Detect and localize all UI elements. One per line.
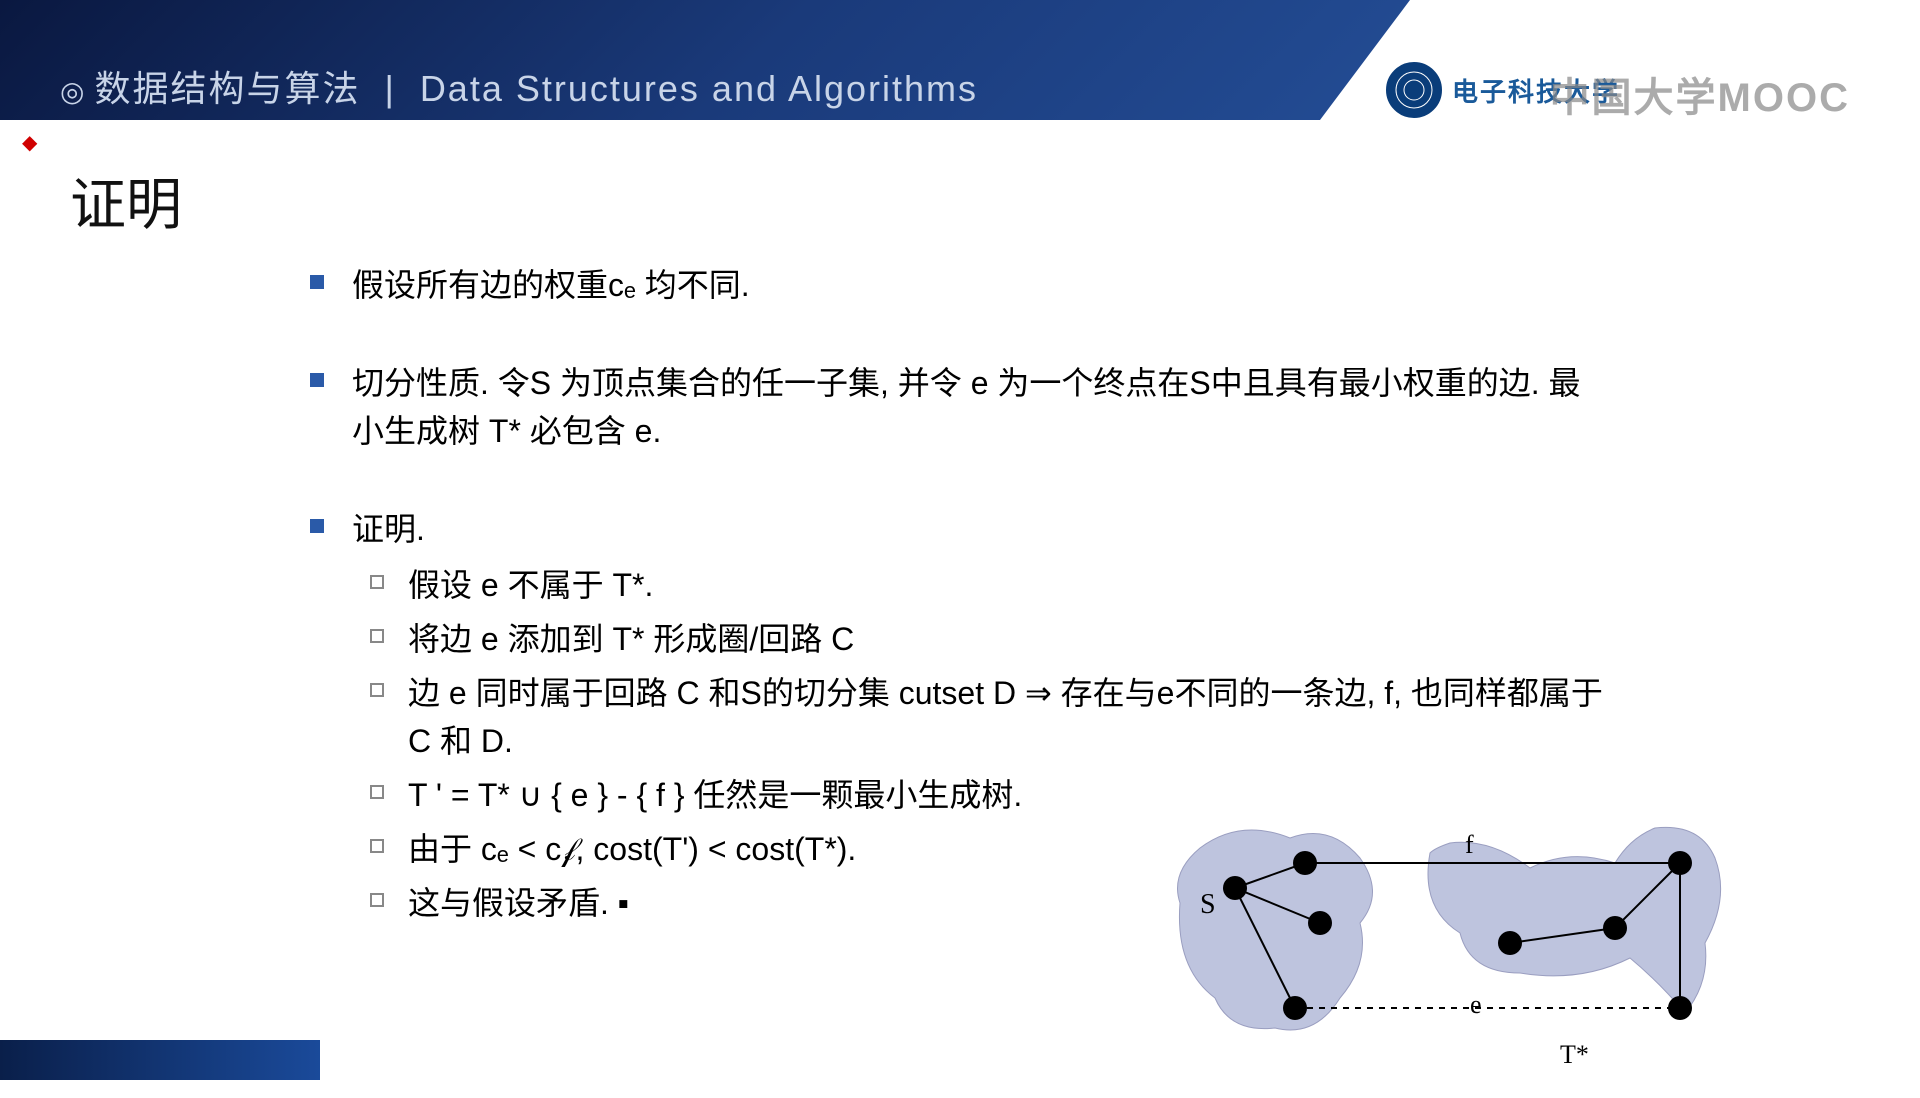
- mooc-watermark: 中国大学MOOC: [1550, 65, 1850, 123]
- main-bullets: 假设所有边的权重cₑ 均不同. ◆切分性质. 令S 为顶点集合的任一子集, 并令…: [310, 261, 1610, 553]
- svg-text:S: S: [1200, 889, 1216, 920]
- step-text: 这与假设矛盾. ▪: [408, 879, 629, 927]
- bullet-proof-label: 证明.: [310, 505, 1610, 553]
- step-text: 边 e 同时属于回路 C 和S的切分集 cutset D ⇒ 存在与e不同的一条…: [408, 669, 1620, 765]
- bullet-text: 证明.: [352, 505, 425, 553]
- subbullet-marker-icon: [370, 839, 384, 853]
- svg-text:T*: T*: [1560, 1040, 1589, 1069]
- bullet-assumption: 假设所有边的权重cₑ 均不同.: [310, 261, 1610, 309]
- svg-text:e: e: [1470, 990, 1482, 1019]
- subbullet-marker-icon: [370, 575, 384, 589]
- course-title-en: Data Structures and Algorithms: [420, 68, 978, 109]
- subbullet-marker-icon: [370, 785, 384, 799]
- step-text: 由于 cₑ < c𝒻, cost(T') < cost(T*).: [408, 825, 856, 873]
- bullet-text: ◆切分性质. 令S 为顶点集合的任一子集, 并令 e 为一个终点在S中且具有最小…: [352, 359, 1610, 455]
- subbullet-marker-icon: [370, 683, 384, 697]
- subbullet-marker-icon: [370, 893, 384, 907]
- slide-header: ◎数据结构与算法 | Data Structures and Algorithm…: [0, 0, 1920, 120]
- footer-stripe: [0, 1040, 320, 1080]
- bullet-cut-property: ◆切分性质. 令S 为顶点集合的任一子集, 并令 e 为一个终点在S中且具有最小…: [310, 359, 1610, 455]
- subbullet-marker-icon: [370, 629, 384, 643]
- proof-step: 将边 e 添加到 T* 形成圈/回路 C: [370, 615, 1620, 663]
- bullet-marker-icon: [310, 373, 324, 387]
- cut-diagram: f e S T*: [1160, 813, 1740, 1093]
- course-title: ◎数据结构与算法 | Data Structures and Algorithm…: [60, 60, 978, 112]
- course-title-cn: 数据结构与算法: [94, 68, 360, 109]
- slide-content: 证明 假设所有边的权重cₑ 均不同. ◆切分性质. 令S 为顶点集合的任一子集,…: [0, 120, 1920, 973]
- step-text: T ' = T* ∪ { e } - { f } 任然是一颗最小生成树.: [408, 771, 1022, 819]
- proof-step: T ' = T* ∪ { e } - { f } 任然是一颗最小生成树.: [370, 771, 1620, 819]
- svg-text:f: f: [1465, 830, 1474, 859]
- bullet-marker-icon: [310, 519, 324, 533]
- proof-step: 边 e 同时属于回路 C 和S的切分集 cutset D ⇒ 存在与e不同的一条…: [370, 669, 1620, 765]
- bullet-text: 假设所有边的权重cₑ 均不同.: [352, 261, 750, 309]
- step-text: 假设 e 不属于 T*.: [408, 561, 653, 609]
- slide-title: 证明: [70, 160, 1850, 241]
- step-text: 将边 e 添加到 T* 形成圈/回路 C: [408, 615, 854, 663]
- proof-step: 假设 e 不属于 T*.: [370, 561, 1620, 609]
- logo-badge-icon: [1386, 62, 1442, 118]
- bullet-marker-icon: [310, 275, 324, 289]
